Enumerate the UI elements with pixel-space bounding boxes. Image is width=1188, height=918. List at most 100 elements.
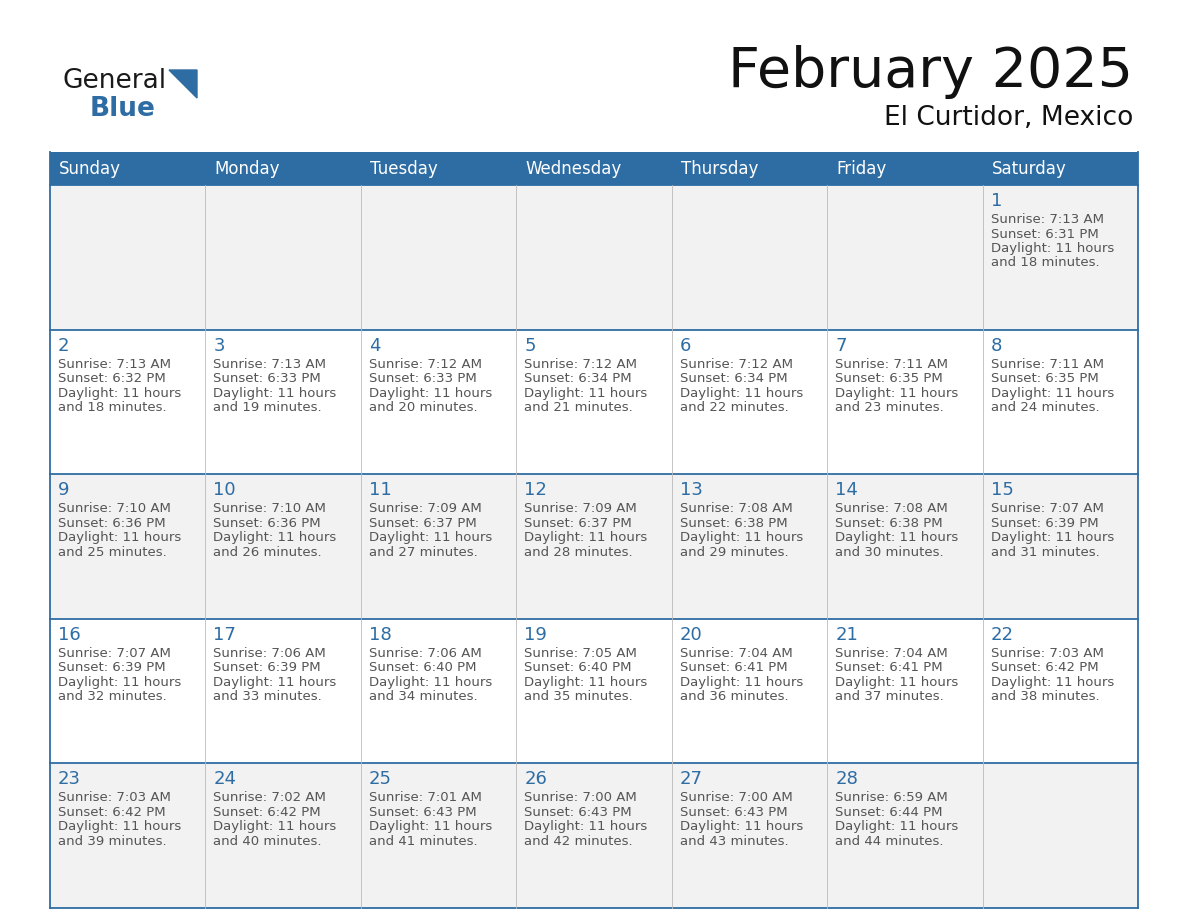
Text: 14: 14	[835, 481, 858, 499]
Text: 8: 8	[991, 337, 1001, 354]
Text: 15: 15	[991, 481, 1013, 499]
Text: 13: 13	[680, 481, 702, 499]
Bar	[50, 475, 206, 619]
Bar	[206, 152, 361, 185]
Bar	[517, 619, 671, 764]
Text: Sunset: 6:33 PM: Sunset: 6:33 PM	[214, 372, 321, 385]
Text: Sunrise: 7:11 AM: Sunrise: 7:11 AM	[835, 358, 948, 371]
Bar	[517, 764, 671, 908]
Text: Monday: Monday	[214, 160, 280, 177]
Text: 28: 28	[835, 770, 858, 789]
Text: and 35 minutes.: and 35 minutes.	[524, 690, 633, 703]
Bar	[671, 152, 827, 185]
Text: Daylight: 11 hours: Daylight: 11 hours	[524, 386, 647, 399]
Text: 12: 12	[524, 481, 548, 499]
Text: and 29 minutes.: and 29 minutes.	[680, 545, 789, 559]
Text: and 18 minutes.: and 18 minutes.	[991, 256, 1099, 270]
Text: and 43 minutes.: and 43 minutes.	[680, 834, 789, 848]
Text: Sunrise: 7:00 AM: Sunrise: 7:00 AM	[524, 791, 637, 804]
Text: and 40 minutes.: and 40 minutes.	[214, 834, 322, 848]
Text: Sunset: 6:40 PM: Sunset: 6:40 PM	[368, 661, 476, 675]
Text: 7: 7	[835, 337, 847, 354]
Text: 25: 25	[368, 770, 392, 789]
Text: 24: 24	[214, 770, 236, 789]
Bar	[206, 185, 361, 330]
Text: and 37 minutes.: and 37 minutes.	[835, 690, 944, 703]
Bar	[361, 330, 517, 475]
Text: Sunset: 6:32 PM: Sunset: 6:32 PM	[58, 372, 166, 385]
Bar	[517, 475, 671, 619]
Text: 23: 23	[58, 770, 81, 789]
Text: Daylight: 11 hours: Daylight: 11 hours	[991, 386, 1114, 399]
Bar	[206, 330, 361, 475]
Text: Daylight: 11 hours: Daylight: 11 hours	[58, 821, 182, 834]
Text: and 41 minutes.: and 41 minutes.	[368, 834, 478, 848]
Bar	[361, 764, 517, 908]
Text: Blue: Blue	[90, 96, 156, 122]
Bar	[206, 475, 361, 619]
Text: Sunrise: 7:13 AM: Sunrise: 7:13 AM	[58, 358, 171, 371]
Text: Sunset: 6:38 PM: Sunset: 6:38 PM	[835, 517, 943, 530]
Text: Sunrise: 7:07 AM: Sunrise: 7:07 AM	[58, 647, 171, 660]
Bar	[982, 619, 1138, 764]
Bar	[50, 764, 206, 908]
Text: Daylight: 11 hours: Daylight: 11 hours	[680, 676, 803, 688]
Bar	[827, 152, 982, 185]
Text: Sunset: 6:35 PM: Sunset: 6:35 PM	[991, 372, 1099, 385]
Text: Sunrise: 7:06 AM: Sunrise: 7:06 AM	[214, 647, 327, 660]
Text: Daylight: 11 hours: Daylight: 11 hours	[58, 386, 182, 399]
Text: Daylight: 11 hours: Daylight: 11 hours	[680, 821, 803, 834]
Text: and 21 minutes.: and 21 minutes.	[524, 401, 633, 414]
Text: 6: 6	[680, 337, 691, 354]
Text: Daylight: 11 hours: Daylight: 11 hours	[214, 676, 336, 688]
Text: 17: 17	[214, 626, 236, 644]
Bar	[361, 475, 517, 619]
Text: Saturday: Saturday	[992, 160, 1067, 177]
Text: Sunset: 6:39 PM: Sunset: 6:39 PM	[991, 517, 1098, 530]
Bar	[671, 764, 827, 908]
Text: General: General	[62, 68, 166, 94]
Text: Sunset: 6:31 PM: Sunset: 6:31 PM	[991, 228, 1099, 241]
Bar	[206, 764, 361, 908]
Text: 9: 9	[58, 481, 70, 499]
Text: Daylight: 11 hours: Daylight: 11 hours	[214, 821, 336, 834]
Text: Sunrise: 7:12 AM: Sunrise: 7:12 AM	[368, 358, 482, 371]
Bar	[671, 330, 827, 475]
Text: 26: 26	[524, 770, 548, 789]
Text: Daylight: 11 hours: Daylight: 11 hours	[991, 676, 1114, 688]
Text: Sunrise: 7:10 AM: Sunrise: 7:10 AM	[214, 502, 327, 515]
Text: Daylight: 11 hours: Daylight: 11 hours	[524, 676, 647, 688]
Bar	[671, 475, 827, 619]
Text: Sunset: 6:33 PM: Sunset: 6:33 PM	[368, 372, 476, 385]
Bar	[50, 152, 206, 185]
Text: and 31 minutes.: and 31 minutes.	[991, 545, 1099, 559]
Text: Sunset: 6:34 PM: Sunset: 6:34 PM	[524, 372, 632, 385]
Text: Sunrise: 7:12 AM: Sunrise: 7:12 AM	[680, 358, 792, 371]
Text: Daylight: 11 hours: Daylight: 11 hours	[368, 821, 492, 834]
Text: Daylight: 11 hours: Daylight: 11 hours	[368, 676, 492, 688]
Text: and 20 minutes.: and 20 minutes.	[368, 401, 478, 414]
Text: 2: 2	[58, 337, 70, 354]
Text: Daylight: 11 hours: Daylight: 11 hours	[58, 532, 182, 544]
Text: Sunrise: 7:09 AM: Sunrise: 7:09 AM	[368, 502, 481, 515]
Text: Thursday: Thursday	[681, 160, 758, 177]
Text: February 2025: February 2025	[728, 45, 1133, 99]
Text: Sunset: 6:34 PM: Sunset: 6:34 PM	[680, 372, 788, 385]
Text: Sunrise: 7:01 AM: Sunrise: 7:01 AM	[368, 791, 481, 804]
Bar	[982, 152, 1138, 185]
Text: and 24 minutes.: and 24 minutes.	[991, 401, 1099, 414]
Text: Daylight: 11 hours: Daylight: 11 hours	[991, 532, 1114, 544]
Text: Daylight: 11 hours: Daylight: 11 hours	[58, 676, 182, 688]
Text: 16: 16	[58, 626, 81, 644]
Bar	[982, 764, 1138, 908]
Text: Daylight: 11 hours: Daylight: 11 hours	[368, 386, 492, 399]
Text: and 19 minutes.: and 19 minutes.	[214, 401, 322, 414]
Text: and 25 minutes.: and 25 minutes.	[58, 545, 166, 559]
Text: Sunrise: 7:04 AM: Sunrise: 7:04 AM	[680, 647, 792, 660]
Text: Sunrise: 7:13 AM: Sunrise: 7:13 AM	[214, 358, 327, 371]
Text: Sunset: 6:42 PM: Sunset: 6:42 PM	[214, 806, 321, 819]
Text: Sunrise: 7:00 AM: Sunrise: 7:00 AM	[680, 791, 792, 804]
Bar	[827, 619, 982, 764]
Text: Daylight: 11 hours: Daylight: 11 hours	[214, 386, 336, 399]
Text: Sunset: 6:35 PM: Sunset: 6:35 PM	[835, 372, 943, 385]
